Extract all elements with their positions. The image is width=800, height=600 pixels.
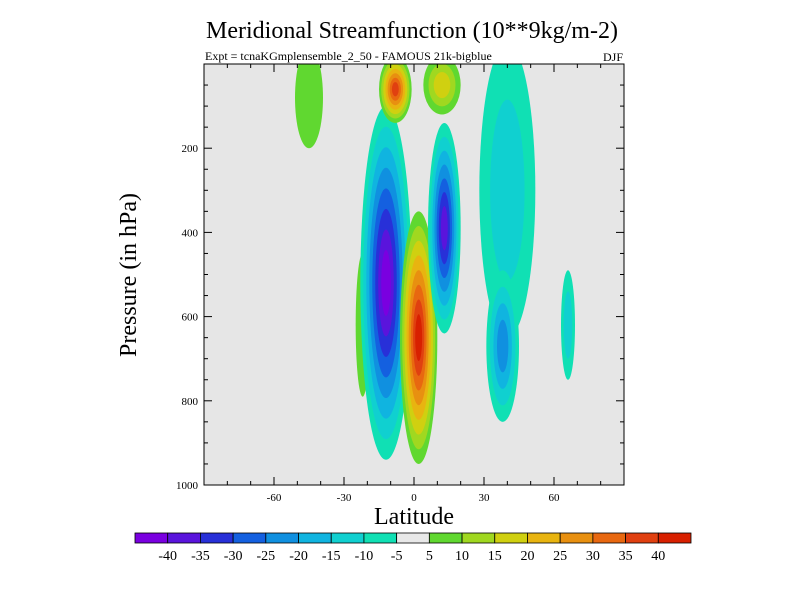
cell-equatorial-positive [400, 211, 438, 464]
colorbar-swatch [461, 532, 496, 544]
colorbar-label: 20 [520, 549, 534, 564]
colorbar-label: -10 [355, 549, 374, 564]
colorbar: -40 -35 -30 -25 -20 -15 -10 -5 5 10 15 20 25 30 35 40 [134, 532, 692, 564]
x-axis-label: Latitude [374, 504, 454, 530]
colorbar-swatch [134, 532, 169, 544]
colorbar-swatch [330, 532, 365, 544]
x-tick-label: 30 [479, 492, 491, 504]
colorbar-label: -5 [391, 549, 403, 564]
colorbar-label: 40 [651, 549, 665, 564]
colorbar-label: -30 [224, 549, 243, 564]
colorbar-label: -25 [256, 549, 275, 564]
x-tick-label: -60 [267, 492, 282, 504]
colorbar-label: 5 [426, 549, 433, 564]
colorbar-swatch [167, 532, 201, 544]
cell-nh-negative [428, 122, 461, 334]
cell-upper-left-positive [379, 64, 412, 123]
colorbar-swatch [232, 532, 267, 544]
chart-subtitle-season: DJF [603, 50, 623, 64]
x-tick-label: -30 [337, 492, 352, 504]
colorbar-swatch [592, 532, 626, 544]
y-tick-label: 600 [182, 312, 199, 324]
colorbar-swatch [396, 532, 430, 544]
cell-upper-right-positive [423, 64, 461, 115]
cell-nh-upper-positive [295, 64, 323, 149]
colorbar-swatch [494, 532, 528, 544]
colorbar-label: -20 [289, 549, 308, 564]
colorbar-swatch [657, 532, 692, 544]
colorbar-label: -35 [191, 549, 210, 564]
colorbar-label: 25 [553, 549, 567, 564]
colorbar-swatch [298, 532, 332, 544]
contour-band [490, 99, 525, 281]
contour-band [391, 82, 399, 97]
cell-nh-far-negative [561, 270, 575, 380]
contour-band [496, 319, 509, 373]
colorbar-swatch [625, 532, 659, 544]
colorbar-swatch [363, 532, 398, 544]
colorbar-label: 10 [455, 549, 469, 564]
contour-band [415, 314, 423, 362]
colorbar-label: 35 [619, 549, 633, 564]
colorbar-swatch [265, 532, 299, 544]
colorbar-swatch [200, 532, 234, 544]
colorbar-swatch [428, 532, 463, 544]
colorbar-label: 15 [488, 549, 502, 564]
colorbar-label: 30 [586, 549, 600, 564]
colorbar-swatch [527, 532, 561, 544]
contour-band [295, 64, 323, 149]
cell-sh-main-negative [360, 106, 412, 460]
x-tick-label: 0 [411, 492, 417, 504]
colorbar-label: -15 [322, 549, 341, 564]
contour-band [440, 206, 448, 251]
colorbar-label: -40 [158, 549, 177, 564]
chart-subtitle-experiment: Expt = tcnaKGmplensemble_2_50 - FAMOUS 2… [205, 49, 492, 63]
cell-nh-lower-negative [486, 270, 519, 422]
y-tick-label: 200 [182, 143, 199, 155]
x-tick-label: 60 [549, 492, 561, 504]
cell-nh-outer-negative [479, 64, 536, 338]
y-tick-label: 800 [182, 396, 199, 408]
contour-band [563, 291, 573, 359]
contour-band [433, 71, 451, 99]
contour-band [381, 250, 391, 316]
colorbar-swatch [559, 532, 594, 544]
y-axis-label: Pressure (in hPa) [116, 193, 142, 357]
y-tick-label: 400 [182, 227, 199, 239]
y-tick-label: 1000 [176, 480, 199, 492]
chart-title: Meridional Streamfunction (10**9kg/m-2) [206, 18, 618, 44]
